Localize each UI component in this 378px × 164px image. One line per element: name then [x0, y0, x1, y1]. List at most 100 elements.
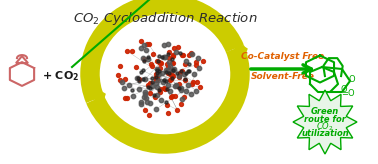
Point — [182, 78, 188, 80]
Point — [175, 86, 181, 89]
Text: $CO_2$: $CO_2$ — [316, 121, 334, 133]
Point — [135, 77, 141, 79]
Point — [165, 66, 171, 68]
Point — [149, 80, 155, 83]
Point — [153, 94, 160, 96]
Point — [122, 97, 128, 100]
Point — [117, 79, 123, 82]
Point — [154, 86, 160, 88]
Point — [178, 89, 184, 91]
Point — [129, 88, 135, 91]
Point — [117, 64, 123, 67]
Point — [156, 89, 163, 92]
Point — [154, 78, 160, 81]
Point — [171, 46, 177, 49]
Text: Solvent-Free: Solvent-Free — [251, 72, 315, 81]
Point — [124, 49, 130, 52]
Point — [179, 70, 185, 72]
Point — [151, 94, 157, 97]
Point — [153, 79, 159, 81]
Point — [172, 85, 178, 88]
Point — [170, 54, 176, 57]
Point — [141, 43, 147, 46]
Point — [183, 90, 189, 93]
Point — [133, 66, 139, 69]
Point — [158, 99, 164, 101]
Point — [169, 77, 175, 79]
Point — [149, 84, 155, 87]
Point — [149, 77, 155, 80]
Point — [170, 68, 176, 71]
Point — [136, 78, 142, 80]
Point — [141, 108, 147, 111]
Point — [141, 58, 147, 60]
Point — [170, 61, 176, 64]
Point — [175, 45, 181, 48]
Point — [147, 86, 153, 89]
Point — [167, 96, 174, 99]
Point — [179, 54, 185, 57]
Point — [160, 80, 166, 83]
Point — [174, 85, 180, 88]
Point — [115, 74, 121, 76]
Point — [161, 79, 167, 82]
Point — [177, 51, 183, 54]
Point — [126, 83, 132, 86]
Point — [146, 84, 152, 87]
Point — [142, 78, 148, 81]
Text: =O: =O — [341, 90, 355, 99]
Point — [159, 56, 165, 58]
Point — [178, 69, 184, 72]
Point — [154, 76, 160, 79]
Point — [187, 51, 194, 54]
Point — [150, 53, 156, 55]
Point — [170, 69, 176, 71]
Point — [139, 57, 146, 59]
Point — [144, 101, 150, 103]
Text: Co-Catalyst Free: Co-Catalyst Free — [242, 52, 325, 61]
Point — [173, 51, 179, 54]
Point — [170, 54, 176, 56]
Text: utilization: utilization — [301, 130, 349, 139]
Point — [156, 60, 162, 63]
Point — [176, 76, 182, 79]
Point — [172, 94, 178, 97]
Point — [147, 82, 153, 84]
Point — [157, 61, 163, 64]
Point — [152, 82, 158, 84]
Point — [186, 69, 192, 72]
Point — [169, 62, 175, 64]
Point — [157, 88, 163, 90]
Point — [121, 86, 127, 89]
Point — [156, 55, 162, 57]
Point — [144, 43, 150, 46]
Point — [164, 103, 170, 106]
Point — [186, 62, 192, 65]
Point — [185, 84, 191, 87]
Point — [145, 86, 151, 89]
Point — [169, 58, 175, 60]
Point — [167, 64, 173, 67]
Text: O: O — [341, 84, 347, 93]
Point — [164, 53, 170, 56]
Polygon shape — [232, 39, 247, 66]
Point — [183, 59, 189, 62]
Point — [178, 86, 184, 89]
Point — [119, 81, 125, 84]
Point — [143, 49, 149, 51]
Point — [169, 95, 175, 98]
Point — [166, 72, 172, 75]
Point — [181, 95, 187, 98]
Point — [174, 84, 180, 87]
Point — [156, 67, 163, 69]
Point — [167, 79, 173, 82]
Point — [138, 46, 144, 49]
Point — [138, 103, 144, 105]
Text: Green: Green — [311, 107, 339, 116]
Point — [143, 97, 149, 99]
Point — [200, 60, 206, 62]
Point — [197, 85, 203, 88]
Point — [165, 84, 171, 86]
Point — [188, 93, 194, 95]
Point — [176, 74, 182, 77]
